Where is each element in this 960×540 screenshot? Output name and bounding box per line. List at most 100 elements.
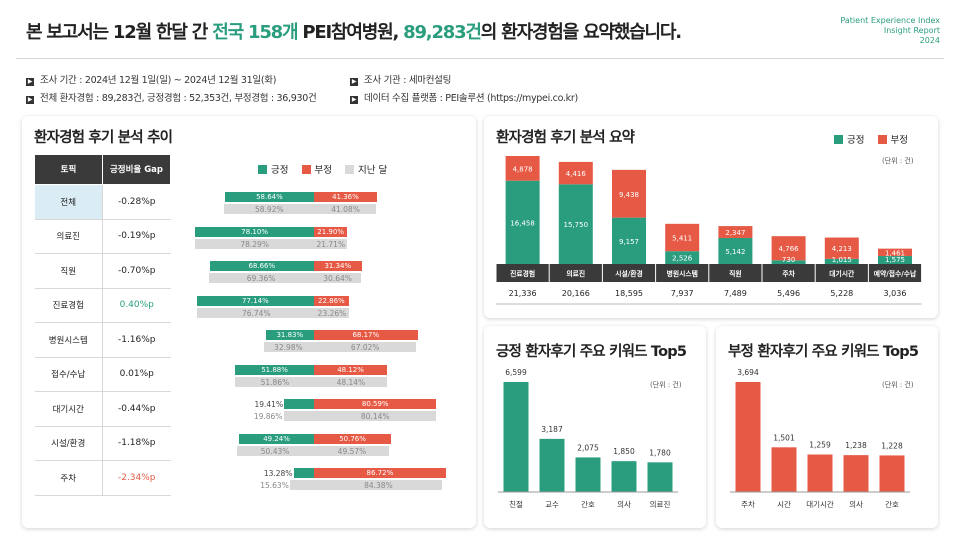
info-text: 데이터 수집 플랫폼 : PEI솔루션 (https://mypei.co.kr… xyxy=(364,93,578,104)
table-row: 대기시간 -0.44%p xyxy=(34,391,171,427)
legend-label: 긍정 xyxy=(271,165,289,176)
table-row: 병원시스템 -1.16%p xyxy=(34,322,171,358)
positive-value: 15,750 xyxy=(564,221,589,229)
category-label: 진료경험 xyxy=(510,269,535,278)
previous-positive-label: 78.29% xyxy=(240,239,269,249)
legend-prev: 지난 달 xyxy=(345,165,387,176)
keyword-label: 교수 xyxy=(545,500,559,509)
keyword-value: 3,694 xyxy=(737,368,759,377)
info-agency: ▶ 조사 기관 : 세마컨설팅 xyxy=(350,72,451,86)
table-row: 진료경험 0.40%p xyxy=(34,288,171,323)
neg-keyword-chart: 3,694 주차 1,501 시간 1,259 대기시간 1,238 의사 1,228 간호 xyxy=(730,368,910,509)
category-header xyxy=(602,264,656,282)
negative-bar xyxy=(771,236,806,261)
negative-value: 4,213 xyxy=(832,245,852,253)
previous-negative-label: 80.14% xyxy=(360,412,390,421)
keyword-value: 1,228 xyxy=(881,441,903,450)
keyword-label: 대기시간 xyxy=(806,499,834,509)
negative-bar xyxy=(878,248,912,257)
previous-negative-label: 67.02% xyxy=(350,343,380,352)
previous-negative-label: 21.71% xyxy=(316,239,346,249)
legend-swatch xyxy=(877,135,887,144)
total-value: 7,937 xyxy=(671,289,694,298)
gap-cell: 0.01%p xyxy=(102,357,171,392)
keyword-bar xyxy=(807,454,833,492)
positive-value: 730 xyxy=(782,256,795,264)
negative-bar xyxy=(612,169,646,218)
previous-negative-label: 49.57% xyxy=(337,446,367,456)
category-label: 직원 xyxy=(729,269,742,278)
negative-bar: 50.76% xyxy=(314,433,392,444)
info-text: 조사 기관 : 세마컨설팅 xyxy=(364,75,452,86)
total-value: 21,336 xyxy=(509,289,537,298)
brand-label: Patient Experience Index Insight Report … xyxy=(840,16,940,46)
previous-positive-label: 19.86% xyxy=(253,412,283,421)
previous-month-bar xyxy=(290,480,443,490)
negative-bar: 86.72% xyxy=(314,468,446,478)
keyword-bar xyxy=(879,455,905,492)
gap-cell: -1.18%p xyxy=(102,426,171,461)
positive-bar xyxy=(771,260,806,264)
negative-bar: 68.17% xyxy=(314,330,418,340)
summary-unit: (단위 : 건) xyxy=(882,157,914,165)
topic-cell: 주차 xyxy=(34,460,103,496)
topic-cell: 진료경험 xyxy=(34,288,103,323)
previous-positive-label: 15.63% xyxy=(260,481,289,490)
previous-positive-label: 51.86% xyxy=(260,377,290,387)
positive-value: 1,575 xyxy=(885,256,905,264)
pos-keyword-title: 긍정 환자후기 주요 키워드 Top5 xyxy=(496,344,687,360)
previous-month-bar xyxy=(208,273,361,283)
previous-month-bar xyxy=(283,411,436,421)
table-row: 직원 -0.70%p xyxy=(34,253,171,289)
table-row: 접수/수납 0.01%p xyxy=(34,357,171,392)
keyword-label: 의사 xyxy=(617,499,631,509)
category-header xyxy=(549,264,602,282)
total-value: 3,036 xyxy=(884,289,907,298)
summary-chart: 16,458 4,878 진료경험 21,336 15,750 4,416 의료진 20,16… xyxy=(496,156,922,305)
topic-cell: 의료진 xyxy=(34,219,103,254)
title-highlight-count: 89,283건 xyxy=(403,22,482,43)
negative-value: 4,766 xyxy=(779,245,800,253)
summary-legend: 긍정 부정 xyxy=(834,132,918,146)
positive-value: 1,015 xyxy=(832,256,852,264)
positive-value: 9,157 xyxy=(619,238,639,246)
summary-panel: 환자경험 후기 분석 요약 긍정 부정 (단위 : 건) 16,458 4,878… xyxy=(484,116,938,318)
gap-cell: -0.70%p xyxy=(102,253,171,289)
legend-neg: 부정 xyxy=(301,165,332,176)
arrow-icon: ▶ xyxy=(26,96,34,104)
positive-value: 2,526 xyxy=(672,255,693,263)
info-platform: ▶ 데이터 수집 플랫폼 : PEI솔루션 (https://mypei.co.k… xyxy=(350,90,578,104)
keyword-bar xyxy=(771,447,797,492)
keyword-bar xyxy=(539,438,565,492)
positive-bar xyxy=(293,468,314,478)
topic-cell: 대기시간 xyxy=(34,391,103,427)
negative-bar: 41.36% xyxy=(314,192,377,202)
keyword-bar xyxy=(647,462,673,492)
total-value: 7,489 xyxy=(724,289,747,298)
legend-label: 부정 xyxy=(890,135,908,146)
pos-keyword-unit: (단위 : 건) xyxy=(650,381,682,389)
trend-bars: 58.64% 41.36% 58.92% 41.08% 78.10% 21.90% 78.2… xyxy=(22,116,476,528)
previous-month-bar xyxy=(235,376,388,387)
gap-cell: -0.19%p xyxy=(102,219,171,254)
previous-positive-label: 32.98% xyxy=(274,343,303,352)
topic-cell: 전체 xyxy=(34,184,103,220)
pos-keyword-panel: 긍정 환자후기 주요 키워드 Top5 (단위 : 건) 6,599 친절 3,18… xyxy=(484,326,706,528)
keyword-value: 1,850 xyxy=(613,447,635,456)
table-row: 전체 -0.28%p xyxy=(34,184,171,220)
legend-label: 지난 달 xyxy=(358,165,388,176)
legend-swatch xyxy=(834,135,843,144)
arrow-icon: ▶ xyxy=(350,96,358,104)
topic-cell: 직원 xyxy=(34,253,103,289)
positive-bar xyxy=(665,251,700,264)
info-text: 조사 기간 : 2024년 12월 1일(일) ~ 2024년 12월 31일(… xyxy=(40,75,277,86)
negative-bar xyxy=(824,237,859,259)
negative-bar: 21.90% xyxy=(314,226,348,237)
arrow-icon: ▶ xyxy=(26,78,34,86)
keyword-value: 3,187 xyxy=(541,425,563,434)
category-label: 예약/접수/수납 xyxy=(874,269,917,278)
brand-line: Insight Report xyxy=(883,26,940,35)
keyword-value: 1,259 xyxy=(809,441,831,450)
negative-bar xyxy=(718,226,753,238)
keyword-bar xyxy=(735,382,761,492)
